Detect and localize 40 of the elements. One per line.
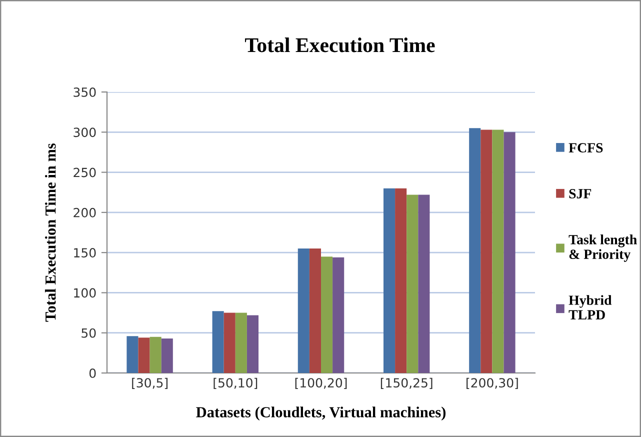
y-tick-label: 350	[74, 87, 96, 97]
bar	[138, 338, 150, 373]
legend-label: FCFS	[568, 143, 603, 152]
y-tick-label: 50	[82, 328, 96, 338]
bar	[150, 336, 162, 373]
bar	[246, 315, 259, 373]
bar	[298, 248, 310, 373]
y-axis-title: Total Execution Time in ms	[44, 143, 56, 322]
chart-title: Total Execution Time	[245, 38, 435, 52]
bar	[504, 132, 516, 373]
bar	[418, 194, 430, 373]
bar	[469, 128, 481, 373]
legend-label: Hybrid TLPD	[568, 295, 612, 320]
y-tick-label: 100	[74, 288, 96, 298]
bar	[224, 312, 236, 373]
y-tick-label: 250	[74, 168, 96, 178]
bar	[406, 194, 418, 373]
x-axis-title: Datasets (Cloudlets, Virtual machines)	[196, 406, 446, 420]
y-tick-label: 0	[89, 368, 96, 378]
x-tick-label: [30,5]	[132, 378, 168, 390]
bar	[332, 257, 344, 373]
x-tick-label: [50,10]	[214, 378, 258, 390]
x-tick-label: [200,30]	[466, 378, 518, 390]
bar	[212, 311, 224, 373]
x-tick-label: [150,25]	[380, 378, 432, 390]
bar	[309, 248, 321, 373]
bar	[161, 338, 173, 373]
y-tick-label: 300	[74, 128, 96, 138]
legend-label: SJF	[569, 189, 592, 198]
bar	[395, 188, 407, 373]
bar	[321, 256, 333, 373]
bar	[383, 188, 396, 373]
bar	[235, 312, 247, 373]
bar	[492, 130, 504, 373]
y-tick-label: 150	[74, 248, 96, 258]
legend-label: Task length & Priority	[568, 234, 637, 262]
bar	[126, 336, 138, 373]
x-tick-label: [100,20]	[295, 378, 347, 390]
y-tick-label: 200	[74, 208, 96, 218]
bar	[480, 130, 492, 373]
